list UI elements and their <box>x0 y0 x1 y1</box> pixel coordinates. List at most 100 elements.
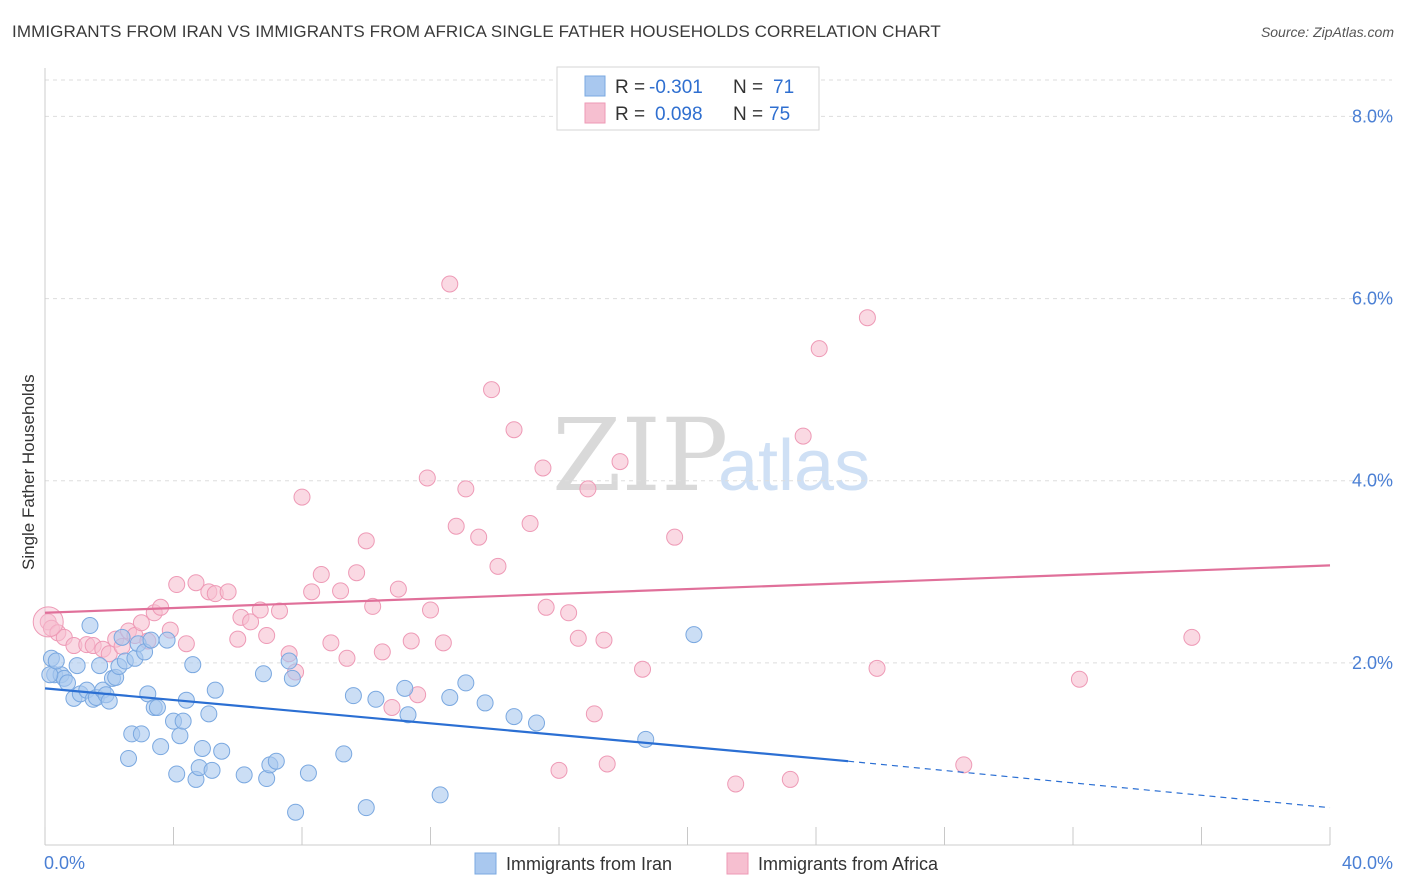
africa-series-swatch <box>726 852 749 875</box>
iran-point <box>171 727 189 745</box>
iran-point <box>152 738 170 756</box>
africa-point <box>534 459 552 477</box>
y-axis-label: Single Father Households <box>19 374 38 570</box>
africa-legend-swatch <box>584 102 606 124</box>
africa-point <box>537 598 555 616</box>
africa-point <box>569 629 587 647</box>
africa-trend-line <box>44 564 1331 614</box>
africa-point <box>229 630 247 648</box>
iran-n-value: 71 <box>773 77 794 98</box>
africa-series-label: Immigrants from Africa <box>758 854 939 874</box>
iran-point <box>267 752 285 770</box>
series-legend: Immigrants from Iran Immigrants from Afr… <box>474 852 939 875</box>
africa-point <box>483 381 501 399</box>
iran-point <box>637 730 655 748</box>
africa-point <box>293 488 311 506</box>
x-tick-label: 40.0% <box>1342 853 1393 873</box>
africa-point <box>383 698 401 716</box>
iran-point <box>457 674 475 692</box>
africa-point <box>1183 628 1201 646</box>
iran-point <box>58 674 76 692</box>
x-tick-label: 0.0% <box>44 853 85 873</box>
iran-series-swatch <box>474 852 497 875</box>
iran-point <box>335 745 353 763</box>
africa-point <box>810 340 828 358</box>
africa-point <box>457 480 475 498</box>
iran-trend-line <box>44 687 849 763</box>
iran-point <box>206 681 224 699</box>
africa-point <box>422 601 439 619</box>
y-tick-label: 4.0% <box>1352 471 1393 491</box>
tick-labels: 2.0% 4.0% 6.0% 8.0% 0.0% 40.0% <box>44 106 1393 873</box>
africa-point <box>219 583 237 601</box>
iran-point <box>91 657 109 675</box>
chart-title: IMMIGRANTS FROM IRAN VS IMMIGRANTS FROM … <box>12 22 941 41</box>
iran-point <box>441 688 459 706</box>
watermark-atlas: atlas <box>718 426 870 506</box>
iran-point <box>685 626 703 644</box>
iran-point <box>299 764 317 782</box>
iran-point <box>235 766 253 784</box>
africa-point <box>727 775 745 793</box>
africa-point <box>447 517 465 535</box>
africa-point <box>187 574 205 592</box>
africa-point <box>338 649 356 667</box>
africa-point <box>364 597 382 615</box>
africa-point <box>521 515 539 533</box>
africa-point <box>955 756 973 774</box>
iran-point <box>396 679 414 697</box>
grid-lines <box>45 79 1392 664</box>
iran-point <box>200 705 218 723</box>
africa-point <box>258 627 276 645</box>
iran-r-label: R = <box>615 77 645 98</box>
africa-point <box>32 606 64 638</box>
africa-point <box>418 469 436 487</box>
iran-point <box>344 687 362 705</box>
africa-point <box>303 583 321 601</box>
africa-point <box>550 761 568 779</box>
iran-point <box>505 708 523 726</box>
iran-point <box>213 742 231 760</box>
africa-point <box>505 421 523 439</box>
iran-point <box>287 803 305 821</box>
africa-point <box>168 576 186 594</box>
africa-point <box>242 613 260 631</box>
africa-point <box>595 631 613 649</box>
africa-point <box>357 532 375 550</box>
trend-lines <box>44 564 1331 809</box>
iran-point <box>193 739 211 757</box>
iran-r-value: -0.301 <box>649 77 703 98</box>
source-label: Source: ZipAtlas.com <box>1260 24 1394 40</box>
iran-point <box>132 725 150 743</box>
africa-point <box>312 566 330 584</box>
africa-point <box>177 635 195 653</box>
africa-point <box>1070 670 1088 688</box>
iran-point <box>120 749 138 767</box>
africa-point <box>100 645 118 663</box>
iran-series-label: Immigrants from Iran <box>506 854 672 874</box>
africa-point <box>666 528 684 546</box>
africa-point <box>348 564 366 582</box>
iran-point <box>168 765 186 783</box>
africa-point <box>434 634 452 652</box>
africa-point <box>560 604 578 622</box>
iran-legend-swatch <box>584 75 606 97</box>
iran-point <box>41 666 59 684</box>
y-tick-label: 8.0% <box>1352 106 1393 126</box>
africa-point <box>271 602 289 620</box>
africa-point <box>598 755 616 773</box>
y-tick-label: 6.0% <box>1352 289 1393 309</box>
iran-point <box>148 698 166 716</box>
africa-point <box>322 634 340 652</box>
africa-point <box>868 659 886 677</box>
axes <box>44 68 1331 846</box>
africa-r-value: 0.098 <box>655 104 703 125</box>
iran-point <box>174 712 192 730</box>
iran-point <box>158 631 176 649</box>
africa-point <box>402 632 420 650</box>
iran-point <box>280 652 298 670</box>
africa-n-label: N = <box>733 104 763 125</box>
iran-point <box>81 617 99 635</box>
y-tick-label: 2.0% <box>1352 653 1393 673</box>
